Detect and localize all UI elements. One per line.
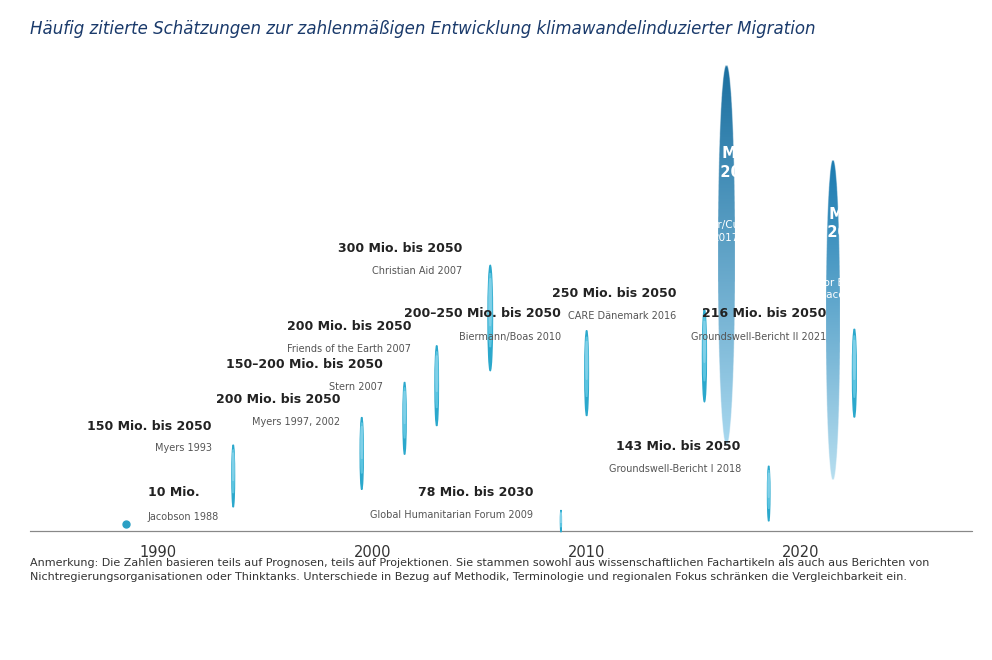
Circle shape xyxy=(585,337,588,397)
Text: CARE Dänemark 2016: CARE Dänemark 2016 xyxy=(568,312,677,321)
Text: 200 Mio. bis 2050: 200 Mio. bis 2050 xyxy=(216,393,340,406)
Text: Stern 2007: Stern 2007 xyxy=(329,381,383,391)
Circle shape xyxy=(361,426,362,459)
Circle shape xyxy=(768,470,770,509)
Text: Biermann/Boas 2010: Biermann/Boas 2010 xyxy=(459,331,560,341)
Circle shape xyxy=(233,453,234,480)
Text: Institute for Economics
and Peace 2020: Institute for Economics and Peace 2020 xyxy=(773,278,893,300)
Text: 78 Mio. bis 2030: 78 Mio. bis 2030 xyxy=(418,486,533,498)
Text: Anmerkung: Die Zahlen basieren teils auf Prognosen, teils auf Projektionen. Sie : Anmerkung: Die Zahlen basieren teils auf… xyxy=(30,558,930,581)
Circle shape xyxy=(702,310,706,402)
Text: 150 Mio. bis 2050: 150 Mio. bis 2050 xyxy=(87,420,212,434)
Circle shape xyxy=(360,417,363,490)
Text: 1,4 Mrd.
bis 2060: 1,4 Mrd. bis 2060 xyxy=(690,147,761,180)
Circle shape xyxy=(232,449,234,493)
Text: 300 Mio. bis 2050: 300 Mio. bis 2050 xyxy=(338,242,462,255)
Text: Jacobson 1988: Jacobson 1988 xyxy=(148,512,219,522)
Circle shape xyxy=(489,279,491,326)
Circle shape xyxy=(435,356,437,392)
Circle shape xyxy=(768,466,770,521)
Circle shape xyxy=(489,273,492,347)
Circle shape xyxy=(361,422,363,473)
Text: 143 Mio. bis 2050: 143 Mio. bis 2050 xyxy=(616,440,741,453)
Text: Groundswell-Bericht II 2021: Groundswell-Bericht II 2021 xyxy=(691,331,826,341)
Text: 200 Mio. bis 2050: 200 Mio. bis 2050 xyxy=(287,320,411,333)
Text: 200–250 Mio. bis 2050: 200–250 Mio. bis 2050 xyxy=(404,308,560,321)
Text: 10 Mio.: 10 Mio. xyxy=(148,486,199,498)
Text: Myers 1997, 2002: Myers 1997, 2002 xyxy=(252,417,340,427)
Circle shape xyxy=(853,336,856,397)
Circle shape xyxy=(434,346,438,426)
Circle shape xyxy=(403,382,406,455)
Circle shape xyxy=(404,391,406,424)
Text: Geisler/Currens
2017: Geisler/Currens 2017 xyxy=(685,220,767,243)
Circle shape xyxy=(435,352,437,408)
Text: Häufig zitierte Schätzungen zur zahlenmäßigen Entwicklung klimawandelinduzierter: Häufig zitierte Schätzungen zur zahlenmä… xyxy=(30,20,815,38)
Circle shape xyxy=(232,445,234,507)
Text: Groundswell-Bericht I 2018: Groundswell-Bericht I 2018 xyxy=(609,465,741,475)
Text: 1,2 Mrd.
bis 2050: 1,2 Mrd. bis 2050 xyxy=(798,207,868,240)
Circle shape xyxy=(404,387,406,438)
Text: 150–200 Mio. bis 2050: 150–200 Mio. bis 2050 xyxy=(226,358,383,371)
Circle shape xyxy=(853,340,855,380)
Text: Global Humanitarian Forum 2009: Global Humanitarian Forum 2009 xyxy=(370,510,533,519)
Text: 216 Mio. bis 2050: 216 Mio. bis 2050 xyxy=(702,308,826,321)
Text: Christian Aid 2007: Christian Aid 2007 xyxy=(372,267,462,277)
Circle shape xyxy=(852,329,856,417)
Circle shape xyxy=(585,331,588,416)
Text: 250 Mio. bis 2050: 250 Mio. bis 2050 xyxy=(553,288,677,300)
Circle shape xyxy=(586,341,587,380)
Text: Friends of the Earth 2007: Friends of the Earth 2007 xyxy=(287,344,411,354)
Circle shape xyxy=(488,265,492,371)
Circle shape xyxy=(703,316,706,381)
Text: Myers 1993: Myers 1993 xyxy=(155,444,212,453)
Circle shape xyxy=(768,473,769,498)
Circle shape xyxy=(703,321,705,362)
